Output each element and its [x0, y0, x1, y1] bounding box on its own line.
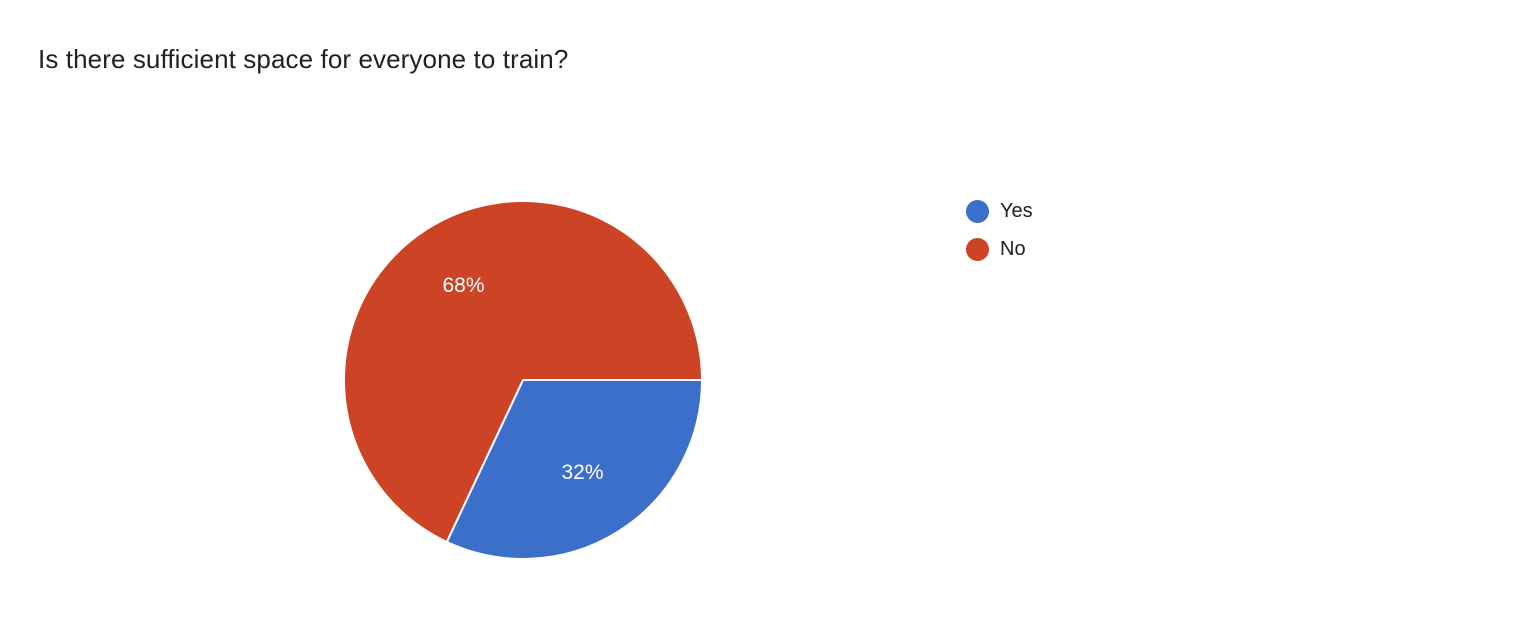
circle-icon	[966, 200, 989, 223]
circle-icon	[966, 238, 989, 261]
pie-slice-yes[interactable]	[445, 379, 704, 560]
legend-item-label: No	[1000, 238, 1026, 260]
legend-item-yes[interactable]: Yes	[966, 198, 1033, 225]
pie-slice-no[interactable]	[343, 200, 704, 544]
pie-slice-value-label: 32%	[561, 461, 603, 484]
pie-slice-group	[343, 200, 704, 560]
pie-chart-plot-area: 32% 68%	[343, 200, 704, 560]
chart-title: Is there sufficient space for everyone t…	[38, 44, 569, 74]
legend-item-no[interactable]: No	[966, 236, 1033, 263]
pie-chart-svg: 32% 68%	[343, 200, 704, 560]
chart-legend: Yes No	[966, 198, 1033, 263]
pie-label-group: 32% 68%	[442, 274, 603, 484]
legend-item-label: Yes	[1000, 200, 1033, 222]
pie-slice-value-label: 68%	[442, 274, 484, 297]
